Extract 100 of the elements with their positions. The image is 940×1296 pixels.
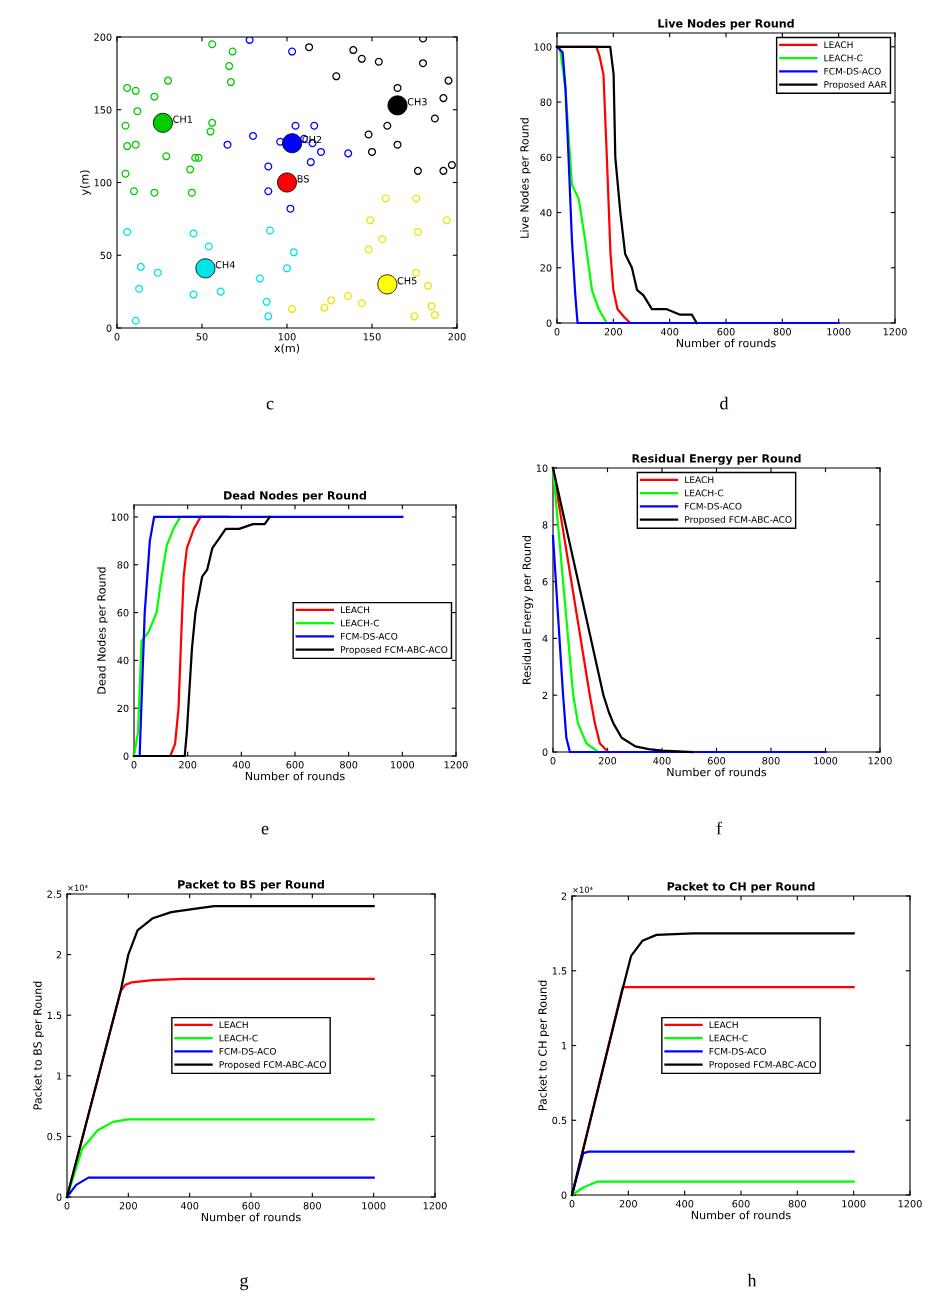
y-tick-label: 100 xyxy=(94,178,112,187)
annotation: CH4 xyxy=(215,261,235,269)
legend-label: LEACH-C xyxy=(709,1034,748,1042)
x-tick-label: 200 xyxy=(619,1200,637,1208)
x-axis-title: Number of rounds xyxy=(245,771,345,781)
x-axis-title: Number of rounds xyxy=(691,1210,791,1220)
legend-label: LEACH xyxy=(824,41,853,49)
y-tick-label: 10 xyxy=(536,464,548,472)
x-tick-label: 600 xyxy=(707,757,726,765)
x-tick-label: 400 xyxy=(653,757,671,765)
x-tick-label: 100 xyxy=(278,333,296,341)
text: h xyxy=(747,1273,757,1287)
annotation: CH3 xyxy=(407,98,427,106)
text: e xyxy=(261,825,269,835)
x-tick-label: 1000 xyxy=(842,1200,866,1208)
x-tick-label: 400 xyxy=(232,761,250,769)
legend-label: LEACH-C xyxy=(340,619,380,627)
legend-label: Proposed FCM-ABC-ACO xyxy=(709,1061,817,1070)
y-axis-title: Live Nodes per Round xyxy=(520,118,531,238)
legend-label: LEACH xyxy=(709,1021,738,1029)
y-tick-label: 1.5 xyxy=(552,967,567,975)
y-axis-title: Dead Nodes per Round xyxy=(97,567,108,694)
y-tick-label: 8 xyxy=(542,521,548,529)
legend-label: FCM-DS-ACO xyxy=(824,67,881,75)
y-tick-label: 80 xyxy=(117,561,129,569)
text: ×10⁴ xyxy=(573,886,593,893)
x-tick-label: 200 xyxy=(448,333,466,341)
legend-label: FCM-DS-ACO xyxy=(709,1047,766,1055)
x-tick-label: 1200 xyxy=(444,761,468,769)
y-axis-title: y(m) xyxy=(80,170,91,196)
legend-label: Proposed FCM-ABC-ACO xyxy=(340,646,448,655)
annotation: CH1 xyxy=(173,115,193,123)
legend-label: Proposed FCM-ABC-ACO xyxy=(219,1061,327,1070)
chart-title: Dead Nodes per Round xyxy=(224,491,366,502)
y-tick-label: 0 xyxy=(542,748,548,756)
y-tick-label: 0 xyxy=(561,1191,567,1199)
x-tick-label: 1200 xyxy=(883,328,907,336)
chart-title: Live Nodes per Round xyxy=(658,19,794,30)
x-tick-label: 600 xyxy=(286,761,304,769)
x-tick-label: 800 xyxy=(788,1200,806,1208)
x-axis-title: Number of rounds xyxy=(201,1212,301,1222)
y-tick-label: 40 xyxy=(117,656,129,665)
y-tick-label: 0 xyxy=(546,319,552,327)
y-tick-label: 40 xyxy=(540,209,552,217)
x-tick-label: 1000 xyxy=(391,761,415,769)
y-tick-label: 0 xyxy=(123,752,129,760)
x-tick-label: 200 xyxy=(604,328,622,336)
x-tick-label: 50 xyxy=(196,333,208,341)
legend-label: Proposed AAR xyxy=(824,80,887,90)
legend-label: LEACH-C xyxy=(824,54,863,62)
text: c xyxy=(266,400,274,410)
legend-label: FCM-DS-ACO xyxy=(340,632,398,640)
legend-label: LEACH xyxy=(219,1021,248,1029)
chart-title: Residual Energy per Round xyxy=(632,454,801,465)
x-axis-title: x(m) xyxy=(274,343,300,354)
y-axis-title: Residual Energy per Round xyxy=(522,536,533,684)
y-tick-label: 150 xyxy=(94,106,112,114)
x-axis-title: Number of rounds xyxy=(667,767,767,777)
x-tick-label: 0 xyxy=(131,761,137,769)
legend-label: FCM-DS-ACO xyxy=(685,502,742,510)
annotation: CH5 xyxy=(397,277,417,285)
y-tick-label: 200 xyxy=(94,33,112,41)
x-tick-label: 800 xyxy=(773,328,791,336)
y-axis-title: Packet to CH per Round xyxy=(538,980,549,1111)
x-tick-label: 0 xyxy=(569,1200,575,1208)
x-tick-label: 800 xyxy=(762,757,780,765)
annotation: BS xyxy=(297,175,309,183)
y-tick-label: 1.5 xyxy=(47,1011,62,1020)
y-tick-label: 80 xyxy=(540,98,552,106)
x-tick-label: 200 xyxy=(598,757,617,765)
x-tick-label: 600 xyxy=(717,328,735,336)
y-tick-label: 50 xyxy=(100,251,112,260)
legend-label: LEACH xyxy=(685,476,714,484)
y-tick-label: 100 xyxy=(111,513,129,521)
y-tick-label: 20 xyxy=(117,704,129,713)
y-tick-label: 1 xyxy=(562,1042,567,1050)
y-tick-label: 60 xyxy=(540,153,552,162)
x-tick-label: 1200 xyxy=(868,757,892,765)
y-tick-label: 1 xyxy=(57,1072,62,1080)
legend-label: LEACH xyxy=(340,606,370,614)
x-tick-label: 800 xyxy=(303,1202,321,1210)
y-tick-label: 20 xyxy=(540,264,552,272)
chart-title: Packet to CH per Round xyxy=(667,882,815,893)
y-tick-label: 0 xyxy=(56,1193,62,1201)
legend-label: FCM-DS-ACO xyxy=(219,1047,276,1055)
y-axis-title: Packet to BS per Round xyxy=(33,981,44,1110)
x-tick-label: 0 xyxy=(64,1202,70,1210)
x-tick-label: 1000 xyxy=(814,757,838,765)
x-tick-label: 1000 xyxy=(827,328,851,336)
text: d xyxy=(720,396,729,410)
y-tick-label: 2 xyxy=(542,691,548,699)
x-tick-label: 150 xyxy=(363,333,381,341)
legend-label: LEACH-C xyxy=(219,1034,258,1042)
x-tick-label: 600 xyxy=(242,1202,260,1210)
legend-label: Proposed FCM-ABC-ACO xyxy=(685,515,792,525)
x-tick-label: 400 xyxy=(675,1200,694,1208)
x-axis-title: Number of rounds xyxy=(676,338,776,348)
chart-title: Packet to BS per Round xyxy=(178,880,324,891)
x-tick-label: 800 xyxy=(340,761,358,769)
x-tick-label: 1000 xyxy=(362,1202,386,1210)
